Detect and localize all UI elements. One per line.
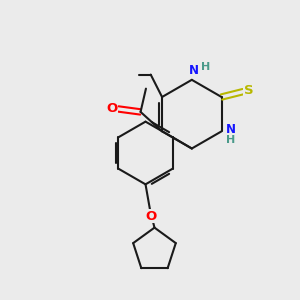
Text: H: H: [201, 62, 210, 72]
Text: O: O: [106, 102, 117, 116]
Text: O: O: [146, 210, 157, 223]
Text: H: H: [226, 135, 235, 145]
Text: N: N: [226, 123, 236, 136]
Text: N: N: [189, 64, 199, 77]
Text: S: S: [244, 84, 253, 97]
